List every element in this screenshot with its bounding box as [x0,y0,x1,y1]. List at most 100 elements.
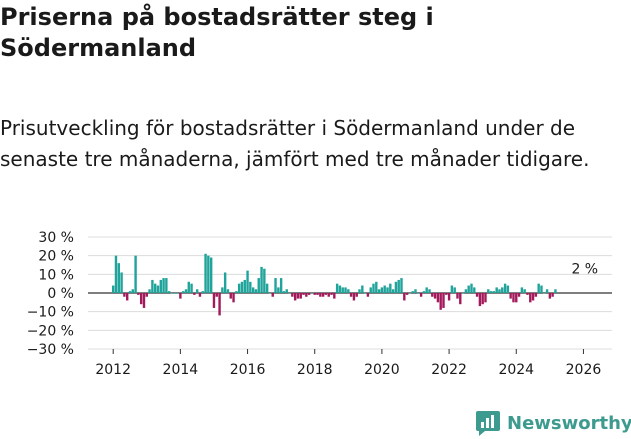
bar [123,293,126,297]
bar [397,279,400,293]
bar [338,285,342,293]
bar [249,281,252,293]
bar [237,283,241,293]
bar [481,293,484,305]
bar [193,293,196,295]
bar [246,270,249,293]
bar [209,257,213,293]
bar [204,253,207,293]
bar [512,293,515,303]
bar [288,293,291,294]
bar [279,278,283,293]
bar [545,289,549,293]
bar [344,287,347,293]
bar [302,293,305,295]
bar [498,289,501,293]
bar [330,293,333,295]
bar [251,287,255,293]
bar [165,278,168,293]
bar [111,285,115,293]
bar [509,293,512,299]
bar [543,293,546,294]
bar [495,287,498,293]
bar [151,279,154,293]
y-tick-label: −30 % [27,342,74,358]
bar [484,293,487,303]
x-tick-label: 2018 [297,362,333,378]
bar [145,293,148,297]
bars [111,253,557,316]
bar [492,291,496,293]
x-axis: 2012 2014 2016 2018 2020 2022 2024 2026 [95,349,601,378]
x-tick-label: 2020 [364,362,400,378]
x-tick-label: 2016 [230,362,266,378]
bar [139,293,143,305]
bar [235,291,238,293]
bar [137,293,140,295]
bar [218,293,221,316]
bar [307,293,311,295]
bar [358,289,361,293]
bar [431,293,434,297]
bar [128,291,132,293]
bar [156,285,160,293]
bar [540,285,543,293]
bar [375,281,378,293]
bar [232,293,235,303]
bar [120,272,123,293]
y-tick-label: 10 % [38,267,74,283]
bar [159,279,162,293]
bar [442,293,445,308]
bar [265,283,269,293]
bar [176,293,179,294]
bar [187,281,190,293]
bar [456,293,459,299]
newsworthy-logo-icon [476,411,500,436]
bar [162,278,165,293]
bar [333,293,336,299]
brand-name: Newsworthy [507,412,631,434]
bar [226,289,230,293]
bar [355,293,358,297]
bar [422,291,426,293]
bar [445,293,448,295]
bar [439,293,442,310]
bar [408,293,412,294]
bar [526,293,529,295]
bar [459,293,462,305]
bar [529,293,532,303]
bar [548,293,552,299]
bar [243,279,246,293]
bar [366,293,370,297]
bar [195,289,199,293]
bar [411,291,414,293]
bar [487,289,490,293]
bar [198,293,202,297]
bar [215,293,218,297]
bar [372,283,375,293]
bar [383,285,386,293]
y-axis: 30 % 20 % 10 % 0 % −10 % −20 % −30 % [27,230,74,358]
bar [417,293,420,294]
bar [184,289,188,293]
bar [450,285,454,293]
bar [467,285,470,293]
bar [305,293,308,297]
bar [179,293,182,299]
x-tick-label: 2014 [163,362,199,378]
bar [181,291,185,293]
bar [148,289,151,293]
bar [489,291,493,293]
bar [207,255,210,293]
bar [515,293,518,303]
bar [433,293,437,299]
bar [293,293,297,301]
bar [229,293,232,299]
bar [134,255,137,293]
bar [517,293,521,297]
y-tick-label: 30 % [38,230,74,246]
bar [263,268,266,293]
bar [389,283,392,293]
bar [167,291,171,293]
bar [223,272,227,293]
